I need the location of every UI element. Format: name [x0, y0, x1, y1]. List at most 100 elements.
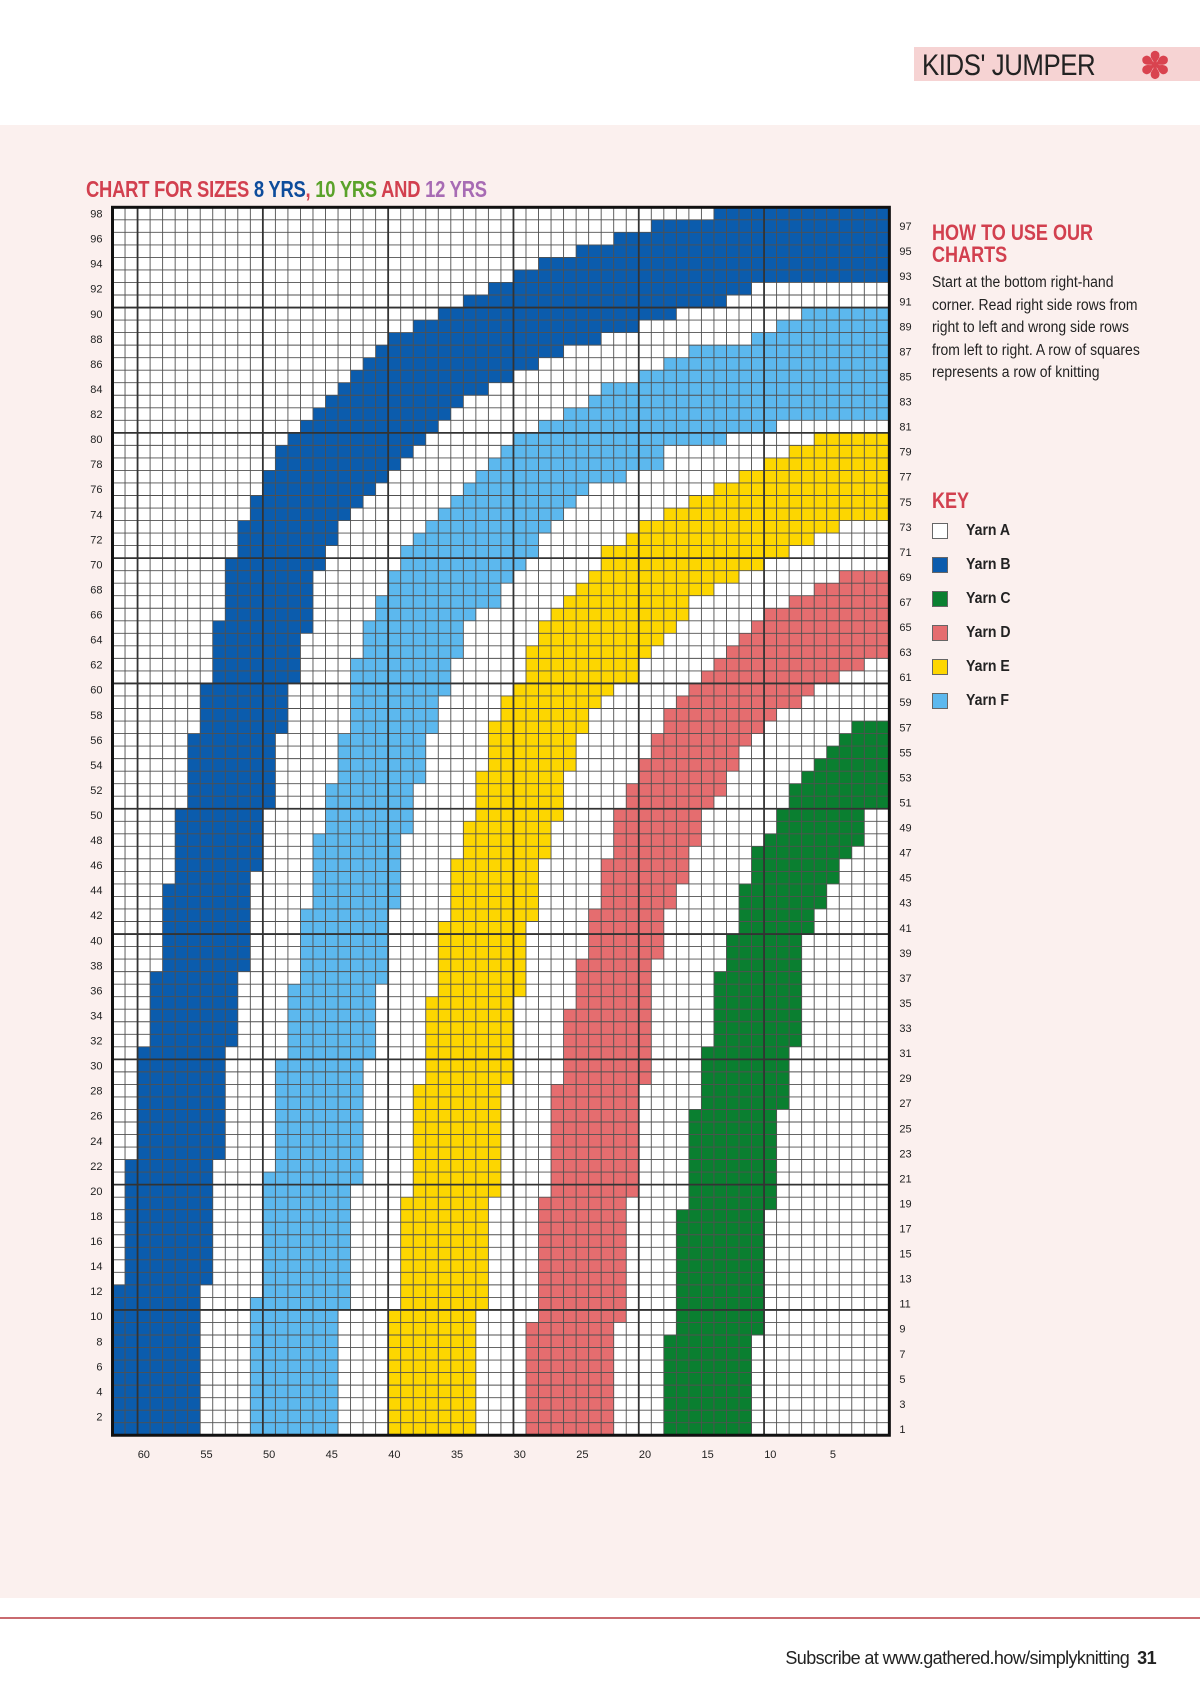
row-label-right: 49: [899, 823, 911, 835]
stitch-run-yarn-c: [713, 984, 802, 997]
stitch-run-yarn-f: [312, 846, 401, 859]
stitch-run-yarn-d: [525, 1372, 614, 1386]
stitch-run-yarn-d: [551, 1172, 639, 1185]
stitch-run-yarn-f: [300, 921, 389, 935]
stitch-run-yarn-b: [488, 282, 752, 296]
stitch-run-yarn-c: [713, 1021, 802, 1035]
row-label-right: 71: [899, 547, 911, 559]
stitch-run-yarn-b: [187, 796, 276, 809]
row-label-right: 97: [899, 221, 911, 233]
stitch-run-yarn-e: [463, 846, 552, 859]
row-label-right: 11: [899, 1299, 910, 1311]
stitch-run-yarn-c: [701, 1096, 790, 1110]
column-label: 25: [576, 1449, 588, 1461]
stitch-run-yarn-f: [338, 771, 426, 784]
stitch-run-yarn-d: [551, 1134, 639, 1148]
stitch-run-yarn-d: [613, 808, 702, 822]
stitch-run-yarn-f: [287, 984, 376, 997]
stitch-run-yarn-f: [312, 871, 401, 884]
stitch-run-yarn-e: [500, 708, 589, 722]
row-label-right: 85: [899, 371, 911, 383]
column-label: 45: [326, 1449, 338, 1461]
row-label-left: 84: [90, 384, 102, 396]
stitch-run-yarn-f: [275, 1096, 364, 1110]
stitch-run-yarn-e: [450, 896, 539, 909]
stitch-run-yarn-b: [187, 746, 276, 759]
stitch-run-yarn-b: [162, 946, 251, 960]
stitch-run-yarn-f: [338, 733, 426, 747]
stitch-run-yarn-b: [150, 971, 238, 985]
row-label-right: 3: [899, 1399, 905, 1411]
stitch-run-yarn-d: [563, 1071, 652, 1085]
stitch-run-yarn-d: [563, 1046, 652, 1060]
row-label-right: 5: [899, 1374, 905, 1386]
row-label-right: 39: [899, 948, 911, 960]
stitch-run-yarn-e: [388, 1410, 476, 1423]
row-label-left: 58: [90, 710, 102, 722]
stitch-run-yarn-b: [651, 219, 890, 233]
stitch-run-yarn-e: [425, 1071, 514, 1085]
stitch-run-yarn-f: [250, 1322, 339, 1335]
stitch-run-yarn-b: [300, 420, 439, 433]
stitch-run-yarn-f: [262, 1247, 351, 1260]
stitch-run-yarn-f: [350, 695, 439, 709]
stitch-run-yarn-b: [162, 908, 251, 922]
title-and: AND: [376, 176, 426, 202]
row-label-left: 38: [90, 960, 102, 972]
stitch-run-yarn-b: [112, 1422, 201, 1436]
row-label-left: 96: [90, 234, 102, 246]
stitch-run-yarn-c: [751, 871, 840, 884]
row-label-left: 6: [96, 1361, 102, 1373]
stitch-run-yarn-c: [688, 1159, 777, 1173]
yarn-swatch-icon: [932, 557, 948, 573]
stitch-run-yarn-b: [112, 1347, 201, 1361]
row-label-left: 14: [90, 1261, 102, 1273]
stitch-run-yarn-f: [250, 1422, 339, 1436]
stitch-run-yarn-e: [438, 934, 526, 947]
stitch-run-yarn-b: [187, 758, 276, 772]
stitch-run-yarn-d: [538, 1247, 627, 1260]
column-label: 35: [451, 1449, 463, 1461]
row-label-right: 67: [899, 597, 911, 609]
row-label-left: 48: [90, 835, 102, 847]
stitch-run-yarn-f: [350, 708, 439, 722]
stitch-run-yarn-b: [275, 445, 414, 458]
row-label-left: 60: [90, 685, 102, 697]
row-label-left: 34: [90, 1010, 102, 1022]
key-heading: KEY: [932, 488, 970, 513]
stitch-run-yarn-e: [400, 1259, 489, 1273]
stitch-run-yarn-f: [400, 545, 539, 559]
title-size-8: 8 YRS: [253, 176, 306, 202]
row-label-right: 55: [899, 747, 911, 759]
stitch-run-yarn-f: [300, 959, 389, 972]
stitch-run-yarn-b: [262, 482, 376, 496]
stitch-run-yarn-c: [688, 1134, 777, 1148]
stitch-run-yarn-b: [175, 808, 263, 822]
row-label-left: 42: [90, 910, 102, 922]
stitch-run-yarn-e: [626, 533, 815, 546]
stitch-run-yarn-c: [701, 1084, 790, 1097]
stitch-run-yarn-f: [287, 1046, 376, 1060]
row-label-right: 29: [899, 1073, 911, 1085]
stitch-run-yarn-f: [751, 332, 890, 346]
stitch-run-yarn-b: [137, 1121, 226, 1135]
stitch-run-yarn-f: [275, 1071, 364, 1085]
stitch-run-yarn-b: [125, 1159, 213, 1173]
stitch-run-yarn-f: [287, 1034, 376, 1047]
stitch-run-yarn-e: [388, 1335, 476, 1348]
stitch-run-yarn-b: [200, 695, 288, 709]
row-label-right: 15: [899, 1249, 911, 1261]
stitch-run-yarn-d: [525, 1347, 614, 1361]
stitch-run-yarn-b: [225, 570, 313, 584]
stitch-run-yarn-c: [676, 1234, 765, 1248]
stitch-run-yarn-e: [400, 1284, 489, 1298]
row-label-right: 1: [899, 1424, 905, 1436]
row-label-right: 19: [899, 1198, 911, 1210]
yarn-swatch-icon: [932, 659, 948, 675]
stitch-run-yarn-b: [112, 1410, 201, 1423]
stitch-run-yarn-b: [175, 821, 263, 834]
row-label-left: 86: [90, 359, 102, 371]
row-label-right: 89: [899, 321, 911, 333]
stitch-run-yarn-f: [250, 1335, 339, 1348]
stitch-run-yarn-b: [150, 996, 238, 1010]
